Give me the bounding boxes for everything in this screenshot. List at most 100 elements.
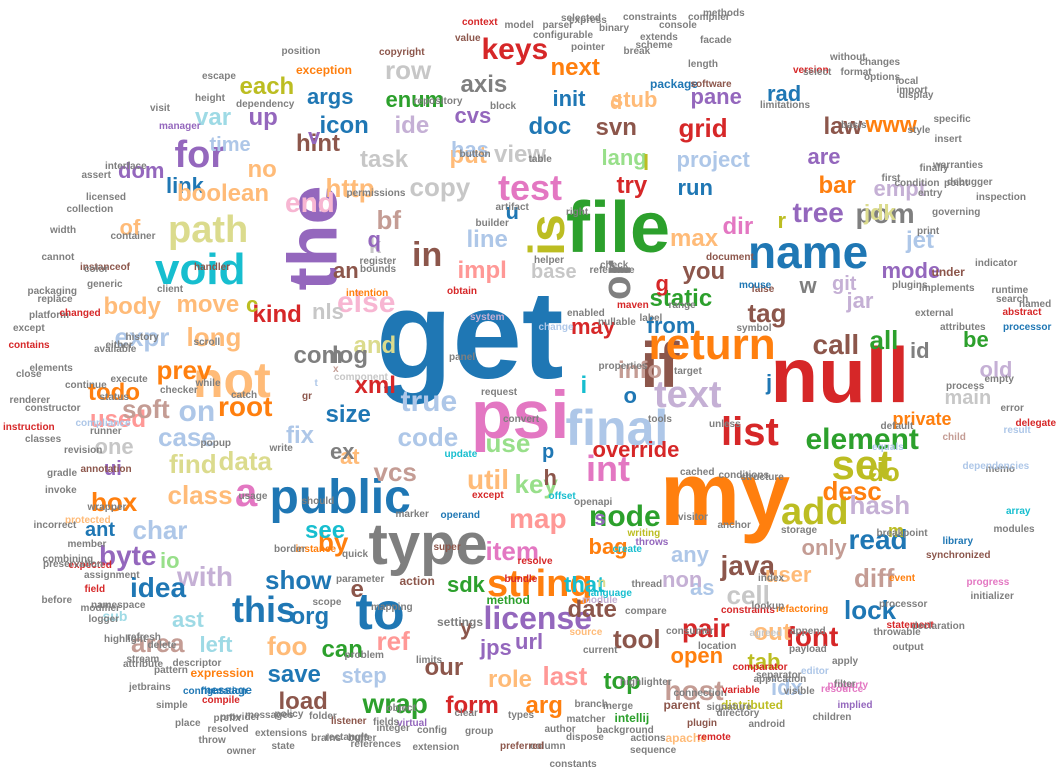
word-governing: governing bbox=[932, 207, 981, 218]
word-symbol: symbol bbox=[736, 323, 772, 334]
word-point: point bbox=[944, 178, 969, 189]
word-is: is bbox=[518, 214, 575, 256]
word-fix: fix bbox=[286, 422, 315, 449]
word-value: value bbox=[455, 33, 481, 44]
word-error: error bbox=[1000, 403, 1024, 414]
word-usage: usage bbox=[238, 491, 268, 502]
word-id: id bbox=[910, 338, 930, 363]
word-exception: exception bbox=[296, 63, 353, 77]
word-preferred: preferred bbox=[500, 741, 544, 752]
word-descriptor: descriptor bbox=[172, 658, 222, 669]
word-before: before bbox=[41, 595, 73, 606]
word-named: named bbox=[1019, 299, 1052, 310]
word-without: without bbox=[830, 52, 866, 63]
word-contains: contains bbox=[8, 340, 50, 351]
word-line: line bbox=[466, 226, 508, 253]
word-max: max bbox=[670, 225, 719, 252]
word-git: git bbox=[832, 273, 857, 295]
word-end: end bbox=[285, 187, 335, 218]
word-catch: catch bbox=[231, 390, 258, 401]
word-ant: ant bbox=[85, 519, 115, 541]
word-target: target bbox=[674, 366, 702, 377]
word-grid: grid bbox=[678, 113, 728, 143]
word-repository: repository bbox=[413, 96, 463, 107]
word-cell: cell bbox=[726, 580, 770, 610]
word-axis: axis bbox=[460, 71, 508, 98]
word-lock: lock bbox=[844, 595, 897, 625]
word-group: group bbox=[465, 726, 494, 737]
word-collection: collection bbox=[66, 204, 114, 215]
word-throws: throws bbox=[635, 537, 669, 548]
word-virtual: virtual bbox=[397, 718, 428, 729]
word-foo: foo bbox=[267, 631, 308, 661]
word-t: t bbox=[314, 378, 318, 389]
word-break: break bbox=[623, 46, 651, 57]
word-class: class bbox=[167, 480, 233, 510]
word-step: step bbox=[341, 663, 387, 688]
word-breakpoint: breakpoint bbox=[876, 528, 928, 539]
word-instanceof: instanceof bbox=[80, 262, 131, 273]
word-except: except bbox=[472, 490, 504, 501]
word-if: if bbox=[640, 329, 680, 401]
word-initializer: initializer bbox=[970, 591, 1014, 602]
word-provider: provider bbox=[220, 712, 261, 723]
word-border: border bbox=[274, 544, 306, 555]
word-form: form bbox=[445, 692, 499, 719]
word-first: first bbox=[881, 173, 901, 184]
word-get: get bbox=[376, 265, 564, 405]
word-height: height bbox=[195, 93, 225, 104]
word-return: return bbox=[648, 320, 776, 369]
word-of: of bbox=[119, 215, 141, 240]
word-stub: stub bbox=[611, 87, 658, 112]
word-scheme: scheme bbox=[635, 40, 673, 51]
word-cannot: cannot bbox=[41, 252, 75, 263]
word-operand: operand bbox=[440, 510, 480, 521]
word-desc: desc bbox=[822, 476, 882, 506]
word-are: are bbox=[807, 144, 841, 169]
word-member: member bbox=[67, 539, 107, 550]
word-range: range bbox=[668, 300, 696, 311]
word-u: u bbox=[505, 199, 519, 224]
word-policy: policy bbox=[274, 709, 304, 720]
word-print: print bbox=[917, 226, 940, 237]
word-constraints: constraints bbox=[623, 12, 677, 23]
word-memo: memo bbox=[985, 464, 1015, 475]
word-copy: copy bbox=[409, 172, 471, 202]
word-unless: unless bbox=[709, 419, 741, 430]
word-empt: empt bbox=[873, 176, 927, 201]
word-enabled: enabled bbox=[567, 308, 605, 319]
word-ui: ui bbox=[104, 458, 122, 480]
word-invoke: invoke bbox=[45, 485, 77, 496]
word-role: role bbox=[488, 666, 533, 693]
word-host: host bbox=[664, 675, 724, 706]
word-separator: separator bbox=[756, 670, 802, 681]
word-expression: expression bbox=[190, 666, 254, 680]
word-license: license bbox=[483, 600, 593, 636]
word-pane: pane bbox=[690, 84, 742, 109]
word-object: object bbox=[386, 703, 416, 714]
word-message: message bbox=[200, 683, 252, 697]
word-update: update bbox=[444, 449, 478, 460]
word-xml: xml bbox=[354, 372, 396, 399]
word-parameter: parameter bbox=[336, 574, 385, 585]
word-super: super bbox=[433, 542, 461, 553]
word-www: www bbox=[865, 112, 917, 137]
word-hint: hint bbox=[296, 130, 340, 157]
word-law: law bbox=[823, 113, 863, 140]
word-config: config bbox=[417, 725, 447, 736]
word-root: root bbox=[218, 391, 273, 422]
word-g: g bbox=[655, 271, 669, 296]
word-keys: keys bbox=[481, 33, 549, 66]
word-r: r bbox=[777, 208, 787, 233]
word-bag: bag bbox=[588, 534, 628, 559]
word-put: put bbox=[449, 142, 487, 169]
word-output: output bbox=[892, 642, 924, 653]
word-hash: hash bbox=[849, 490, 911, 520]
word-in: in bbox=[412, 236, 443, 274]
word-write: write bbox=[269, 443, 293, 454]
word-brains: brains bbox=[311, 733, 342, 744]
word-h: h bbox=[543, 465, 557, 490]
word-find: find bbox=[169, 449, 217, 479]
word-limits: limits bbox=[416, 655, 443, 666]
